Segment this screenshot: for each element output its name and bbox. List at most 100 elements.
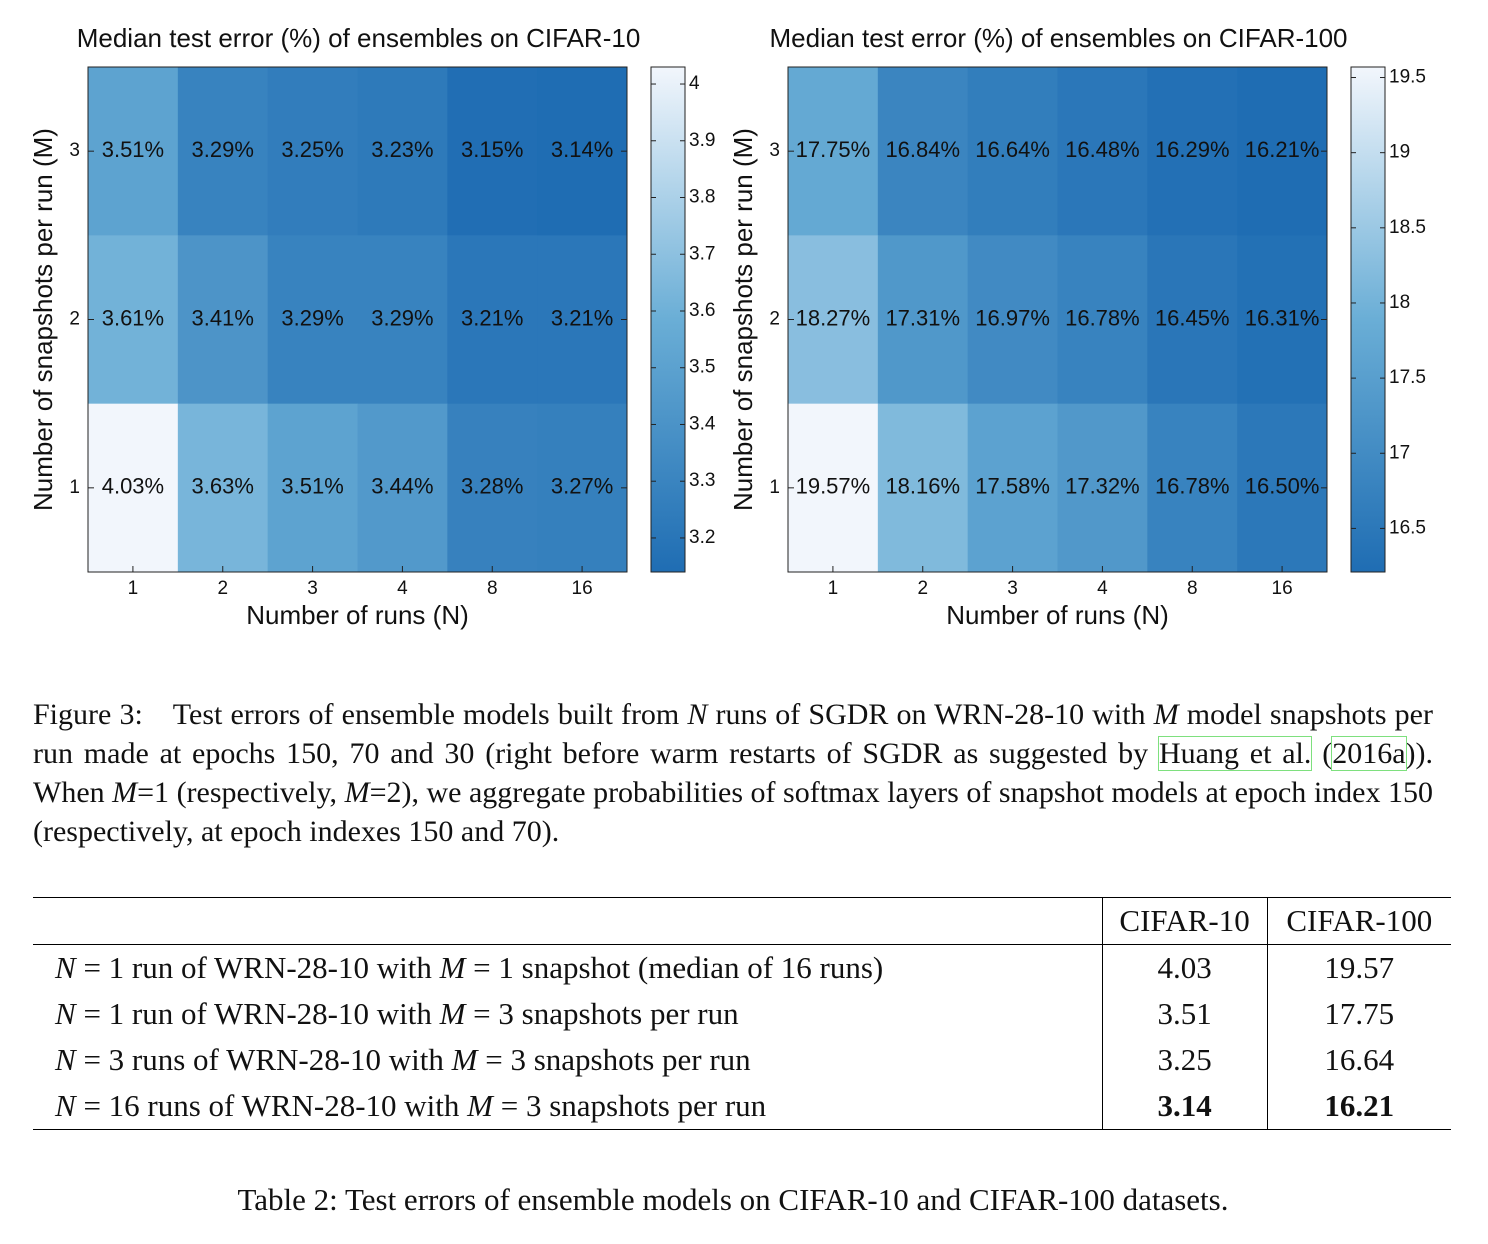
colorbar-tick-label: 3.6	[689, 300, 715, 321]
cell-label: 16.84%	[885, 137, 960, 162]
table-value: 17.75	[1266, 991, 1451, 1037]
results-table: CIFAR-10 CIFAR-100 N = 1 run of WRN-28-10…	[33, 897, 1451, 1130]
row-label: N = 16 runs of WRN-28-10 with M = 3 snap…	[33, 1083, 1102, 1130]
caption-text: )). When	[33, 737, 1434, 809]
heatmap-cell	[1237, 403, 1328, 573]
cell-label: 16.29%	[1155, 137, 1230, 162]
colorbar-tick-label: 3.5	[689, 357, 715, 378]
y-tick-label: 2	[769, 309, 780, 330]
row-label: N = 3 runs of WRN-28-10 with M = 3 snaps…	[33, 1037, 1102, 1083]
table-value: 3.51	[1101, 991, 1268, 1037]
table-value: 4.03	[1101, 944, 1268, 991]
figure-caption: Figure 3: Test errors of ensemble models…	[33, 695, 1433, 851]
caption-text: Test errors of ensemble models built fro…	[172, 698, 688, 731]
x-tick-label: 2	[917, 578, 928, 599]
row-text: = 1 run of WRN-28-10 with	[75, 996, 440, 1031]
x-tick-label: 16	[572, 578, 593, 599]
cell-label: 3.29%	[371, 305, 433, 330]
cell-label: 18.27%	[796, 305, 871, 330]
cell-label: 17.31%	[885, 305, 960, 330]
heatmap-cell	[447, 67, 538, 236]
row-text: = 3 snapshots per run	[492, 1088, 767, 1123]
heatmap-cell	[537, 403, 628, 573]
cell-label: 3.23%	[371, 137, 433, 162]
cell-label: 3.44%	[371, 474, 433, 499]
caption-text: (	[1311, 737, 1333, 770]
heatmap-cell	[1237, 235, 1328, 405]
x-tick-label: 3	[1007, 578, 1018, 599]
row-text: = 3 snapshots per run	[465, 996, 739, 1031]
heatmap-cell	[88, 235, 179, 405]
cell-label: 3.61%	[102, 305, 164, 330]
math-var: N	[55, 1042, 76, 1077]
heatmap-cell	[967, 403, 1058, 573]
table-row: N = 1 run of WRN-28-10 with M = 3 snapsh…	[33, 991, 1451, 1037]
math-var: M	[439, 996, 466, 1031]
x-tick-label: 8	[1187, 578, 1198, 599]
caption-text: runs of SGDR on WRN-28-10 with	[707, 698, 1154, 731]
heatmap-cell	[537, 235, 628, 405]
heatmap-cell	[357, 67, 448, 236]
heatmap-cell	[177, 403, 269, 573]
citation: Huang et al.	[1157, 736, 1313, 771]
heatmap-cell	[1057, 67, 1148, 236]
colorbar-tick-label: 3.3	[689, 470, 715, 491]
cell-label: 16.50%	[1245, 474, 1320, 499]
table-value: 16.64	[1266, 1037, 1451, 1083]
heatmap-cell	[1057, 403, 1148, 573]
math-var: N	[55, 1088, 76, 1123]
table-value: 3.25	[1101, 1037, 1268, 1083]
heatmap-cell	[88, 67, 179, 236]
y-tick-label: 1	[769, 477, 780, 498]
heatmap-cell	[788, 403, 879, 573]
table-value: 3.14	[1101, 1083, 1268, 1130]
heatmap-cell	[788, 235, 879, 405]
colorbar-tick-label: 17	[1389, 442, 1410, 463]
x-axis-label: Number of runs (N)	[246, 600, 469, 630]
x-tick-label: 1	[828, 578, 839, 599]
cell-label: 3.29%	[192, 137, 254, 162]
row-text: = 1 run of WRN-28-10 with	[75, 950, 440, 985]
colorbar-tick-label: 3.9	[689, 130, 715, 151]
row-label: N = 1 run of WRN-28-10 with M = 1 snapsh…	[33, 945, 1102, 992]
cell-label: 3.14%	[551, 137, 613, 162]
chart-title: Median test error (%) of ensembles on CI…	[769, 23, 1347, 53]
colorbar-tick-label: 18.5	[1389, 217, 1426, 238]
caption-label: Figure 3:	[33, 698, 143, 731]
heatmap-cell	[267, 235, 358, 405]
math-var: N	[687, 698, 708, 731]
x-tick-label: 4	[1097, 578, 1108, 599]
header-empty	[33, 897, 1103, 945]
cell-label: 3.29%	[281, 305, 343, 330]
cell-label: 16.31%	[1245, 305, 1320, 330]
heatmap-cell	[877, 235, 969, 405]
heatmap-cell	[177, 67, 269, 236]
row-text: = 3 snapshots per run	[477, 1042, 751, 1077]
x-tick-label: 2	[217, 578, 228, 599]
y-axis-label: Number of snapshots per run (M)	[728, 128, 758, 511]
cell-label: 17.58%	[975, 474, 1050, 499]
colorbar-tick-label: 3.7	[689, 243, 715, 264]
cell-label: 17.75%	[796, 137, 871, 162]
x-tick-label: 3	[307, 578, 318, 599]
header-row: CIFAR-10 CIFAR-100	[33, 897, 1451, 945]
colorbar	[650, 66, 686, 573]
heatmap-cell	[1237, 67, 1328, 236]
heatmap-cell	[788, 67, 879, 236]
heatmap-cell	[877, 67, 969, 236]
x-tick-label: 16	[1272, 578, 1293, 599]
colorbar-tick-label: 18	[1389, 292, 1410, 313]
y-tick-label: 3	[69, 140, 80, 161]
cell-label: 3.21%	[551, 305, 613, 330]
table-row: N = 1 run of WRN-28-10 with M = 1 snapsh…	[33, 944, 1451, 992]
table-row: N = 3 runs of WRN-28-10 with M = 3 snaps…	[33, 1037, 1451, 1083]
cell-label: 3.15%	[461, 137, 523, 162]
table-value: 16.21	[1266, 1083, 1451, 1130]
cell-label: 16.45%	[1155, 305, 1230, 330]
cell-label: 16.97%	[975, 305, 1050, 330]
cell-label: 16.64%	[975, 137, 1050, 162]
math-var: N	[55, 950, 76, 985]
cell-label: 3.63%	[192, 474, 254, 499]
row-text: = 16 runs of WRN-28-10 with	[75, 1088, 468, 1123]
caption-text: model snapshots per run made at epochs 1…	[33, 698, 1433, 770]
